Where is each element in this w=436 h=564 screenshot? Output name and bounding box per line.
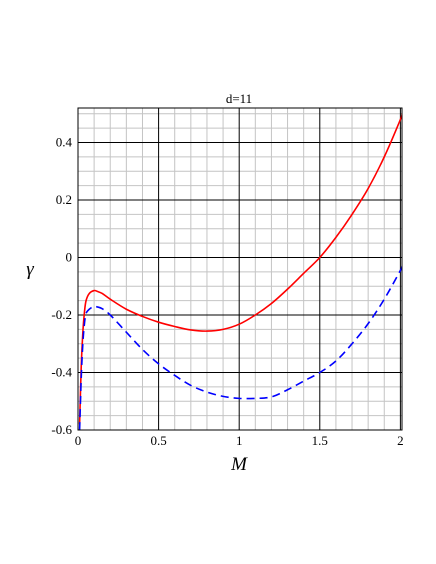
y-tick-label: 0	[66, 250, 73, 265]
plot-frame	[77, 107, 403, 431]
x-tick-label: 0.5	[150, 433, 166, 448]
x-axis-label: M	[230, 454, 248, 475]
y-tick-label: -0.2	[51, 307, 72, 322]
y-tick-label: 0.4	[56, 135, 73, 150]
minor-grid	[78, 108, 402, 430]
x-tick-label: 1.5	[312, 433, 328, 448]
tick-labels: 0 0.5 1 1.5 2 -0.6 -0.4 -0.2 0 0.2 0.4	[51, 135, 403, 449]
x-tick-label: 2	[397, 433, 404, 448]
chart-title: d=11	[226, 91, 252, 106]
series-line-solid-red	[78, 113, 402, 425]
y-tick-label: -0.4	[51, 365, 72, 380]
series-layer	[78, 113, 402, 430]
y-tick-label: 0.2	[56, 192, 72, 207]
x-tick-label: 0	[75, 433, 82, 448]
x-tick-label: 1	[236, 433, 243, 448]
series-line-dashed-blue	[78, 265, 402, 430]
y-axis-label: γ	[26, 259, 34, 280]
y-tick-label: -0.6	[51, 422, 72, 437]
